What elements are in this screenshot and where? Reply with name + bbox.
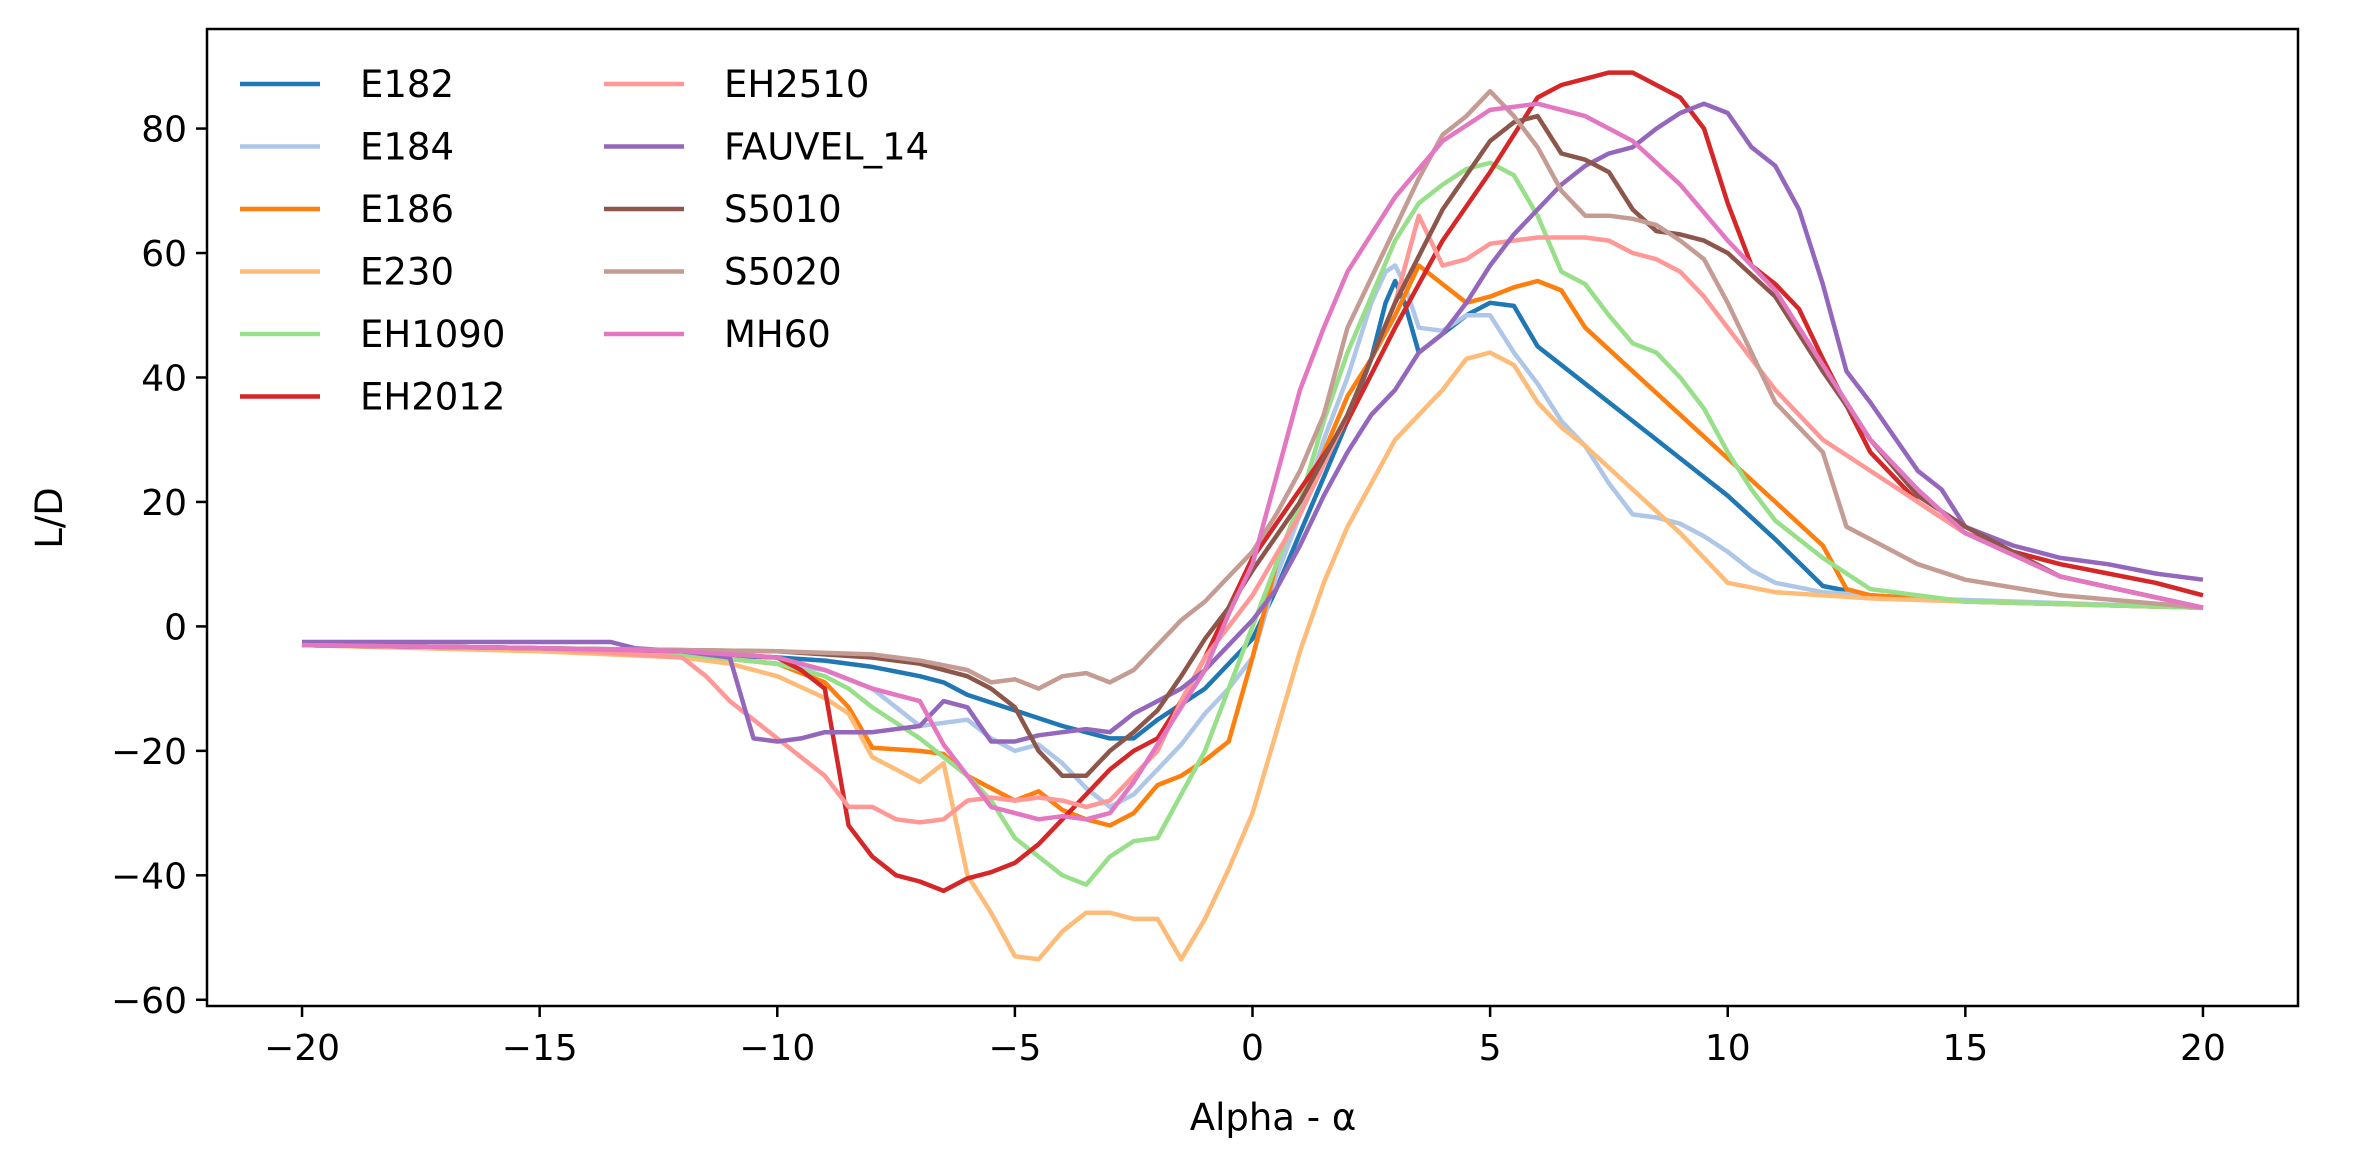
series-line-e184 bbox=[301, 263, 2204, 810]
legend-label: S5010 bbox=[724, 188, 842, 231]
y-tick-label: −20 bbox=[111, 732, 187, 773]
legend-label: EH1090 bbox=[360, 313, 505, 356]
y-tick-label: 60 bbox=[141, 234, 187, 275]
x-tick-label: −10 bbox=[739, 1028, 815, 1069]
series-layer bbox=[301, 70, 2204, 962]
x-tick-label: 5 bbox=[1479, 1028, 1502, 1069]
legend-label: E230 bbox=[360, 251, 454, 294]
x-axis: −20 −15 −10 −5 0 5 10 15 20 bbox=[264, 1006, 2226, 1069]
y-axis-label: L/D bbox=[28, 487, 71, 549]
series-line-mh60 bbox=[301, 101, 2204, 822]
legend-label: E184 bbox=[360, 126, 454, 169]
x-tick-label: 10 bbox=[1705, 1028, 1751, 1069]
legend-label: FAUVEL_14 bbox=[724, 126, 929, 169]
x-axis-label: Alpha - α bbox=[1190, 1096, 1356, 1139]
series-line-fauvel-14 bbox=[302, 101, 2204, 744]
y-tick-label: 80 bbox=[141, 110, 187, 151]
y-tick-label: −40 bbox=[111, 856, 187, 897]
legend-label: E182 bbox=[360, 63, 454, 106]
series-line-eh2012 bbox=[301, 70, 2204, 894]
legend: E182 E184 E186 E230 EH1090 EH2012 EH2510 FAUVEL… bbox=[240, 63, 929, 419]
y-tick-label: 0 bbox=[164, 607, 187, 648]
series-line-eh1090 bbox=[301, 160, 2204, 887]
legend-label: EH2510 bbox=[724, 63, 869, 106]
legend-label: MH60 bbox=[724, 313, 831, 356]
y-tick-label: 40 bbox=[141, 358, 187, 399]
series-line-s5010 bbox=[301, 113, 2204, 779]
legend-label: E186 bbox=[360, 188, 454, 231]
y-axis: −60 −40 −20 0 20 40 60 80 bbox=[111, 110, 207, 1022]
legend-label: S5020 bbox=[724, 251, 842, 294]
series-line-e230 bbox=[301, 350, 2204, 962]
x-tick-label: −20 bbox=[264, 1028, 340, 1069]
x-tick-label: 15 bbox=[1942, 1028, 1988, 1069]
y-tick-label: −60 bbox=[111, 981, 187, 1022]
legend-label: EH2012 bbox=[360, 376, 505, 419]
x-tick-label: −15 bbox=[502, 1028, 578, 1069]
x-tick-label: 0 bbox=[1241, 1028, 1264, 1069]
y-tick-label: 20 bbox=[141, 483, 187, 524]
series-line-eh2510 bbox=[301, 213, 2204, 825]
series-line-s5020 bbox=[301, 88, 2204, 691]
x-tick-label: 20 bbox=[2180, 1028, 2226, 1069]
x-tick-label: −5 bbox=[988, 1028, 1041, 1069]
